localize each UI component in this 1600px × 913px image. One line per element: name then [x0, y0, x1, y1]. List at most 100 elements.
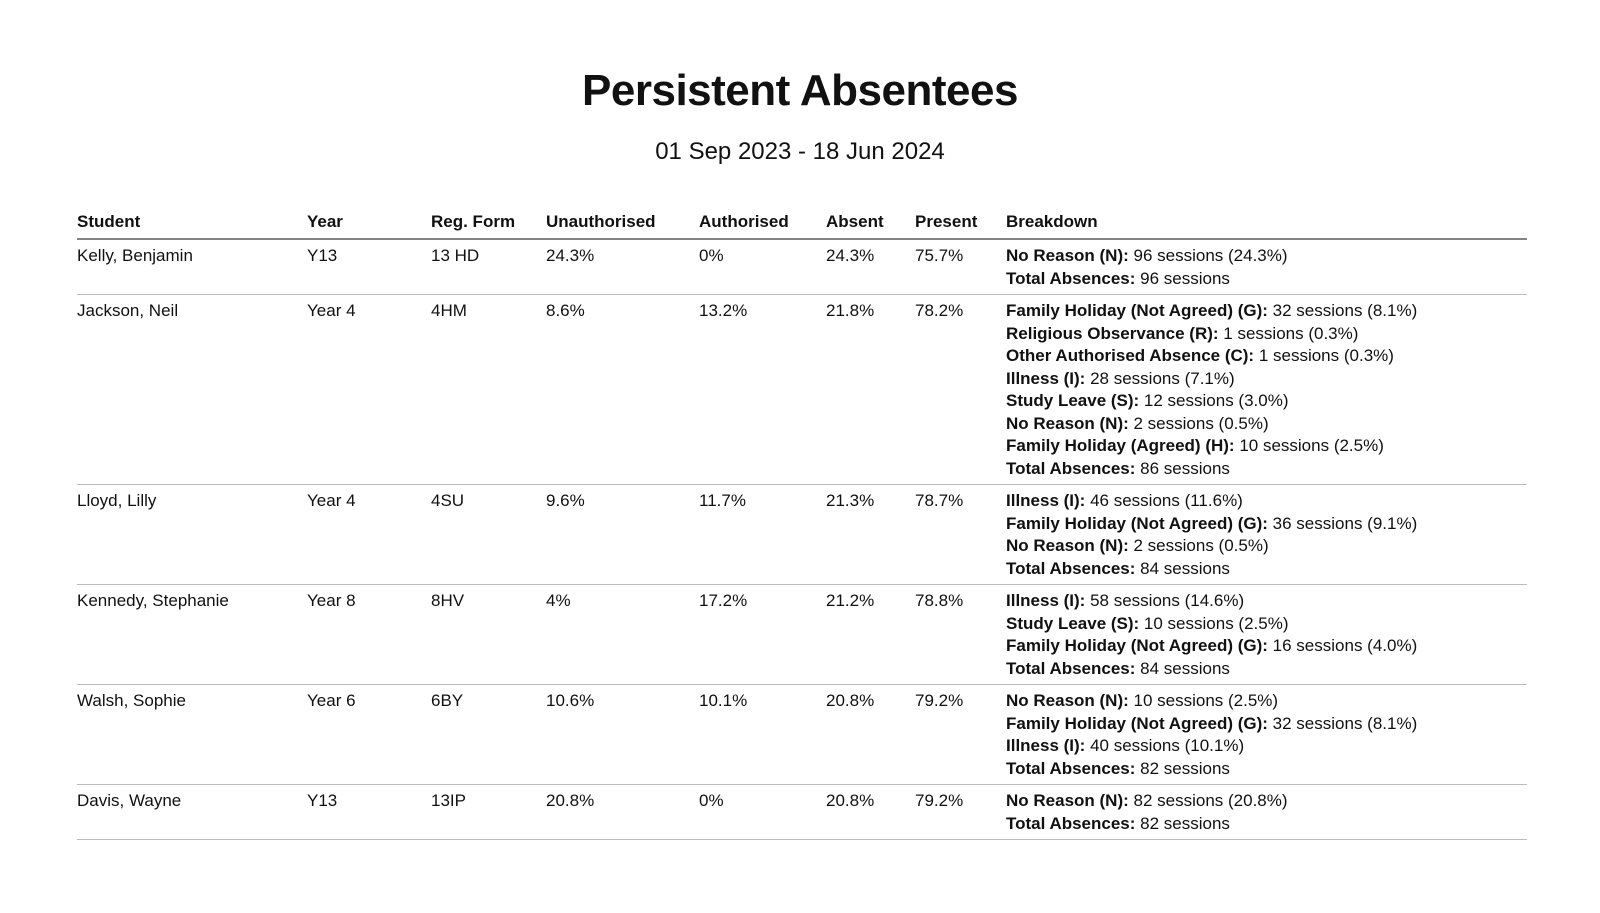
breakdown-line: Religious Observance (R): 1 sessions (0.… [1006, 323, 1359, 343]
absent-cell: 20.8% [826, 784, 915, 840]
breakdown-label: Family Holiday (Not Agreed) (G): [1006, 636, 1268, 655]
reg-form-cell: 6BY [431, 684, 546, 785]
student-cell: Walsh, Sophie [77, 684, 307, 785]
breakdown-line: Total Absences: 82 sessions [1006, 758, 1230, 778]
authorised-cell: 11.7% [699, 484, 826, 585]
student-cell: Kelly, Benjamin [77, 239, 307, 295]
table-row: Walsh, Sophie Year 6 6BY 10.6% 10.1% 20.8% 79.… [77, 684, 1527, 785]
breakdown-label: Total Absences: [1006, 558, 1136, 578]
column-header-reg-form: Reg. Form [431, 212, 546, 240]
column-header-unauthorised: Unauthorised [546, 212, 699, 240]
year-cell: Y13 [307, 784, 431, 840]
absent-cell: 21.2% [826, 584, 915, 685]
table-header-row: Student Year Reg. Form Unauthorised Authoris… [77, 212, 1527, 240]
year-cell: Year 8 [307, 584, 431, 685]
breakdown-label: Illness (I): [1006, 591, 1086, 610]
column-header-absent: Absent [826, 212, 915, 240]
breakdown-line: Illness (I): 58 sessions (14.6%) [1006, 591, 1245, 610]
breakdown-line: No Reason (N): 82 sessions (20.8%) [1006, 791, 1288, 810]
table-body: Kelly, Benjamin Y13 13 HD 24.3% 0% 24.3% 75.7%… [77, 239, 1527, 840]
breakdown-label: No Reason (N): [1006, 246, 1129, 265]
table-row: Lloyd, Lilly Year 4 4SU 9.6% 11.7% 21.3% 78.7%… [77, 484, 1527, 585]
breakdown-line: Total Absences: 82 sessions [1006, 813, 1230, 833]
breakdown-label: No Reason (N): [1006, 413, 1129, 433]
table-row: Jackson, Neil Year 4 4HM 8.6% 13.2% 21.8% 78.2… [77, 294, 1527, 485]
breakdown-label: Religious Observance (R): [1006, 323, 1219, 343]
breakdown-line: Total Absences: 86 sessions [1006, 458, 1230, 478]
breakdown-label: Study Leave (S): [1006, 391, 1140, 410]
present-cell: 78.7% [915, 484, 1006, 585]
breakdown-label: Other Authorised Absence (C): [1006, 346, 1255, 365]
year-cell: Year 6 [307, 684, 431, 785]
reg-form-cell: 4HM [431, 294, 546, 485]
present-cell: 78.2% [915, 294, 1006, 485]
breakdown-line: Other Authorised Absence (C): 1 sessions… [1006, 346, 1394, 365]
absent-cell: 20.8% [826, 684, 915, 785]
student-cell: Davis, Wayne [77, 784, 307, 840]
table-row: Kelly, Benjamin Y13 13 HD 24.3% 0% 24.3% 75.7%… [77, 239, 1527, 295]
breakdown-line: Family Holiday (Not Agreed) (G): 32 sess… [1006, 713, 1418, 733]
absentees-table: Student Year Reg. Form Unauthorised Authoris… [77, 212, 1527, 840]
breakdown-line: Total Absences: 84 sessions [1006, 558, 1230, 578]
breakdown-line: Illness (I): 40 sessions (10.1%) [1006, 736, 1245, 755]
year-cell: Y13 [307, 239, 431, 295]
table-container: Student Year Reg. Form Unauthorised Authoris… [0, 212, 1600, 840]
table-row: Davis, Wayne Y13 13IP 20.8% 0% 20.8% 79.2% No R… [77, 784, 1527, 840]
unauthorised-cell: 9.6% [546, 484, 699, 585]
student-cell: Jackson, Neil [77, 294, 307, 485]
breakdown-line: Total Absences: 96 sessions [1006, 268, 1230, 288]
reg-form-cell: 13 HD [431, 239, 546, 295]
breakdown-label: Total Absences: [1006, 458, 1136, 478]
breakdown-line: Family Holiday (Not Agreed) (G): 16 sess… [1006, 636, 1418, 655]
breakdown-label: Family Holiday (Not Agreed) (G): [1006, 513, 1268, 533]
breakdown-cell: No Reason (N): 10 sessions (2.5%) Family … [1006, 684, 1527, 785]
authorised-cell: 17.2% [699, 584, 826, 685]
authorised-cell: 10.1% [699, 684, 826, 785]
reg-form-cell: 4SU [431, 484, 546, 585]
breakdown-cell: No Reason (N): 82 sessions (20.8%) Total … [1006, 784, 1527, 840]
breakdown-line: Illness (I): 46 sessions (11.6%) [1006, 491, 1243, 510]
breakdown-label: No Reason (N): [1006, 691, 1129, 710]
column-header-breakdown: Breakdown [1006, 212, 1527, 240]
page-title: Persistent Absentees [582, 66, 1018, 115]
breakdown-label: Family Holiday (Agreed) (H): [1006, 436, 1235, 455]
breakdown-label: Family Holiday (Not Agreed) (G): [1006, 713, 1268, 733]
absent-cell: 24.3% [826, 239, 915, 295]
unauthorised-cell: 24.3% [546, 239, 699, 295]
breakdown-line: No Reason (N): 96 sessions (24.3%) [1006, 246, 1288, 265]
unauthorised-cell: 4% [546, 584, 699, 685]
breakdown-label: Study Leave (S): [1006, 613, 1140, 633]
breakdown-line: Total Absences: 84 sessions [1006, 658, 1230, 678]
reg-form-cell: 8HV [431, 584, 546, 685]
breakdown-label: Total Absences: [1006, 813, 1136, 833]
breakdown-line: Study Leave (S): 12 sessions (3.0%) [1006, 391, 1289, 410]
column-header-student: Student [77, 212, 307, 240]
unauthorised-cell: 10.6% [546, 684, 699, 785]
breakdown-line: Family Holiday (Agreed) (H): 10 sessions… [1006, 436, 1384, 455]
year-cell: Year 4 [307, 484, 431, 585]
year-cell: Year 4 [307, 294, 431, 485]
breakdown-line: No Reason (N): 2 sessions (0.5%) [1006, 536, 1269, 555]
breakdown-label: Total Absences: [1006, 658, 1136, 678]
date-range: 01 Sep 2023 - 18 Jun 2024 [655, 138, 945, 165]
student-cell: Kennedy, Stephanie [77, 584, 307, 685]
breakdown-label: Illness (I): [1006, 491, 1086, 510]
column-header-authorised: Authorised [699, 212, 826, 240]
breakdown-line: Family Holiday (Not Agreed) (G): 36 sess… [1006, 513, 1418, 533]
breakdown-cell: Family Holiday (Not Agreed) (G): 32 sess… [1006, 294, 1527, 485]
present-cell: 79.2% [915, 684, 1006, 785]
breakdown-label: No Reason (N): [1006, 536, 1129, 555]
breakdown-label: Illness (I): [1006, 368, 1086, 388]
breakdown-label: Family Holiday (Not Agreed) (G): [1006, 301, 1268, 320]
unauthorised-cell: 20.8% [546, 784, 699, 840]
breakdown-label: Total Absences: [1006, 758, 1136, 778]
breakdown-cell: Illness (I): 46 sessions (11.6%) Family H… [1006, 484, 1527, 585]
breakdown-cell: Illness (I): 58 sessions (14.6%) Study Le… [1006, 584, 1527, 685]
present-cell: 78.8% [915, 584, 1006, 685]
unauthorised-cell: 8.6% [546, 294, 699, 485]
breakdown-line: No Reason (N): 2 sessions (0.5%) [1006, 413, 1269, 433]
breakdown-label: Total Absences: [1006, 268, 1136, 288]
breakdown-line: No Reason (N): 10 sessions (2.5%) [1006, 691, 1279, 710]
present-cell: 79.2% [915, 784, 1006, 840]
